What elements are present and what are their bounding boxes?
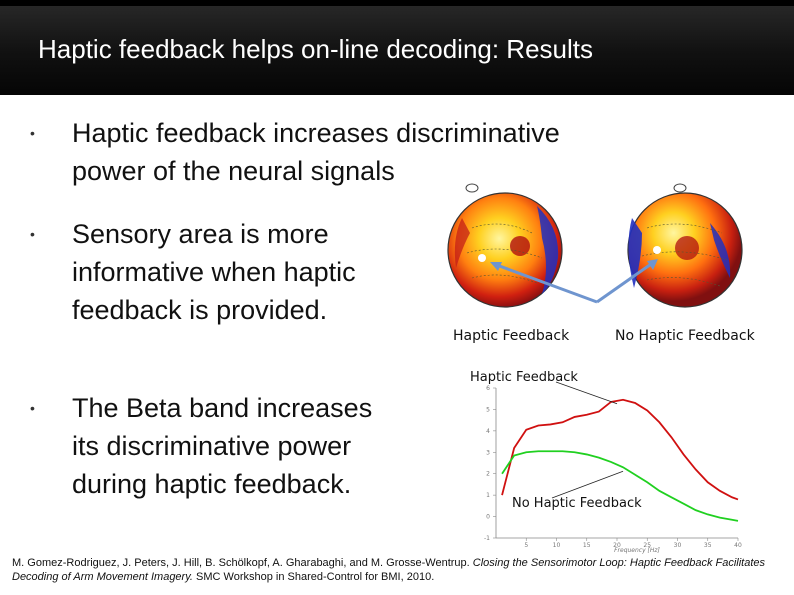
citation-authors: M. Gomez-Rodriguez, J. Peters, J. Hill, … (12, 557, 473, 569)
y-tick-label: 6 (486, 385, 490, 392)
topomap-label-haptic: Haptic Feedback (453, 328, 570, 344)
y-tick-label: 4 (486, 428, 490, 435)
topomap-left (447, 183, 563, 308)
y-tick-label: 1 (486, 492, 490, 499)
chart-series (501, 381, 739, 522)
bullet-2-line-1: Sensory area is more (72, 219, 329, 249)
bullet-2: • Sensory area is more informative when … (30, 215, 432, 329)
x-axis-label: Frequency [Hz] (614, 547, 660, 554)
topomap-svg (447, 183, 743, 308)
bullet-1-line-1: Haptic feedback increases discriminative (72, 118, 560, 148)
slide-title: Haptic feedback helps on-line decoding: … (38, 34, 594, 64)
bullet-2-line-3: feedback is provided. (72, 295, 328, 325)
arrow-right-head (647, 259, 658, 270)
y-tick-label: 2 (486, 471, 490, 478)
arrow-left-head (490, 262, 502, 271)
x-tick-label: 20 (613, 542, 621, 549)
x-tick-label: 15 (583, 542, 591, 549)
bullet-3: • The Beta band increases its discrimina… (30, 389, 452, 503)
blue-region (710, 223, 731, 278)
annotation-pointer-haptic (555, 381, 618, 405)
x-tick-label: 5 (524, 542, 528, 549)
topomap-right (627, 183, 743, 308)
contour-lines (641, 223, 728, 287)
blue-region (537, 206, 559, 294)
x-tick-label: 35 (704, 542, 712, 549)
series-line-haptic (501, 398, 739, 501)
title-accent (0, 0, 794, 6)
y-tick-label: 5 (486, 406, 490, 413)
citation-venue: SMC Workshop in Shared-Control for BMI, … (192, 571, 435, 583)
bullet-dot: • (30, 226, 35, 242)
bullet-dot: • (30, 125, 35, 141)
bullet-3-line-3: during haptic feedback. (72, 469, 352, 499)
title-bar: Haptic feedback helps on-line decoding: … (0, 0, 794, 95)
y-tick-label: -1 (484, 535, 490, 542)
series-line-no-haptic (501, 450, 739, 522)
electrode (478, 254, 486, 262)
y-tick-label: 0 (486, 514, 490, 521)
bullet-dot: • (30, 400, 35, 416)
nose-outline (673, 183, 687, 193)
beta-band-chart: -1 0 1 2 3 4 5 6 5 10 15 20 25 30 35 40 Frequency [Hz] H… (456, 358, 746, 554)
topomap-figure (442, 178, 745, 326)
contour-lines (466, 223, 543, 284)
red-region (454, 218, 470, 268)
arrow-right (596, 260, 655, 304)
red-spot (510, 236, 530, 256)
citation-paper: Closing the Sensorimotor Loop: Haptic Fe… (12, 557, 766, 583)
arrows (490, 259, 658, 304)
citation: M. Gomez-Rodriguez, J. Peters, J. Hill, … (12, 556, 787, 584)
x-tick-label: 25 (643, 542, 651, 549)
annotation-pointer-no-haptic (551, 470, 624, 499)
arrow-left (493, 262, 598, 304)
bullet-3-line-1: The Beta band increases (72, 393, 373, 423)
chart-svg: -1 0 1 2 3 4 5 6 5 10 15 20 25 30 35 40 Frequency [Hz] (484, 381, 742, 554)
x-tick-label: 40 (734, 542, 742, 549)
annotation-no-haptic: No Haptic Feedback (512, 496, 642, 511)
chart-axes: -1 0 1 2 3 4 5 6 5 10 15 20 25 30 35 40 Frequency [Hz] (484, 385, 742, 554)
annotation-haptic: Haptic Feedback (470, 370, 578, 385)
nose-outline (465, 183, 479, 193)
topomap-label-no-haptic: No Haptic Feedback (615, 328, 755, 344)
x-tick-label: 30 (674, 542, 682, 549)
x-tick-label: 10 (553, 542, 561, 549)
blue-region (628, 218, 642, 288)
bullet-3-line-2: its discriminative power (72, 431, 352, 461)
y-tick-label: 3 (486, 449, 490, 456)
bullet-1: • Haptic feedback increases discriminati… (30, 114, 712, 190)
bullet-1-line-2: power of the neural signals (72, 156, 395, 186)
bullet-2-line-2: informative when haptic (72, 257, 356, 287)
electrode (653, 246, 661, 254)
red-spot (675, 236, 699, 260)
